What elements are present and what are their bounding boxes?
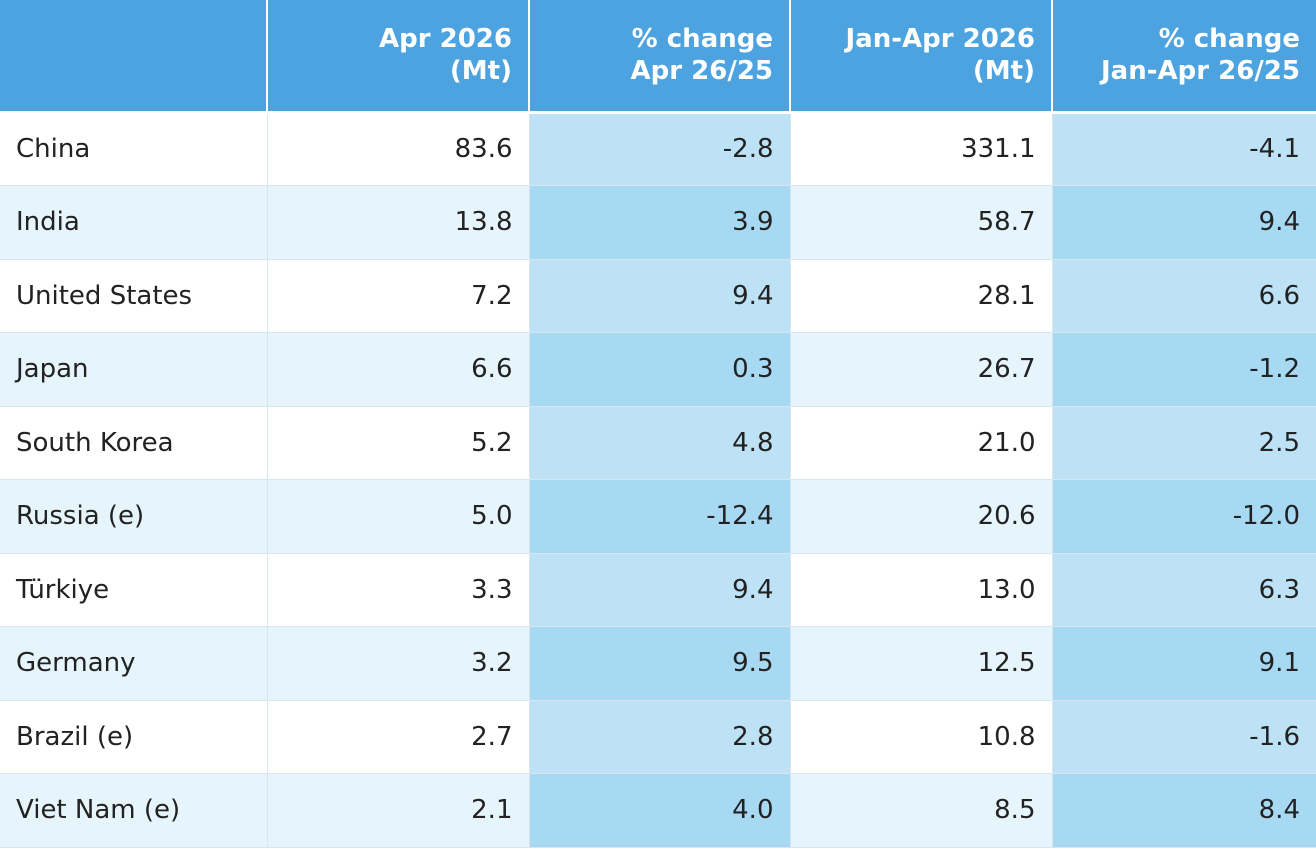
country-cell: Russia (e) bbox=[0, 479, 268, 554]
header-pct-change-apr-line2: Apr 26/25 bbox=[630, 56, 773, 87]
country-cell: Japan bbox=[0, 332, 268, 407]
jan-apr-2026-cell: 8.5 bbox=[790, 773, 1053, 848]
pct-change-apr-cell: 2.8 bbox=[529, 700, 791, 774]
pct-change-jan-apr-cell: -4.1 bbox=[1052, 112, 1316, 186]
apr-2026-cell: 3.3 bbox=[267, 553, 530, 627]
table-row: Viet Nam (e) 2.1 4.0 8.5 8.4 bbox=[0, 773, 1316, 848]
table-row: Brazil (e) 2.7 2.8 10.8 -1.6 bbox=[0, 700, 1316, 774]
table-row: Türkiye 3.3 9.4 13.0 6.3 bbox=[0, 553, 1316, 627]
pct-change-jan-apr-cell: 6.3 bbox=[1052, 553, 1316, 627]
apr-2026-cell: 3.2 bbox=[267, 626, 530, 701]
apr-2026-cell: 2.1 bbox=[267, 773, 530, 848]
jan-apr-2026-cell: 20.6 bbox=[790, 479, 1053, 554]
apr-2026-cell: 5.2 bbox=[267, 406, 530, 480]
apr-2026-cell: 83.6 bbox=[267, 112, 530, 186]
header-pct-change-apr-line1: % change bbox=[631, 24, 773, 55]
pct-change-apr-cell: 9.4 bbox=[529, 553, 791, 627]
country-cell: Germany bbox=[0, 626, 268, 701]
pct-change-apr-cell: -12.4 bbox=[529, 479, 791, 554]
table-row: South Korea 5.2 4.8 21.0 2.5 bbox=[0, 406, 1316, 480]
header-apr-2026: Apr 2026 (Mt) bbox=[267, 0, 530, 114]
pct-change-jan-apr-cell: 9.1 bbox=[1052, 626, 1316, 701]
header-apr-2026-line2: (Mt) bbox=[449, 56, 512, 87]
pct-change-jan-apr-cell: 8.4 bbox=[1052, 773, 1316, 848]
pct-change-jan-apr-cell: 6.6 bbox=[1052, 259, 1316, 333]
jan-apr-2026-cell: 331.1 bbox=[790, 112, 1053, 186]
header-pct-change-jan-apr-line2: Jan-Apr 26/25 bbox=[1101, 56, 1300, 87]
header-apr-2026-line1: Apr 2026 bbox=[379, 24, 512, 55]
pct-change-apr-cell: -2.8 bbox=[529, 112, 791, 186]
pct-change-apr-cell: 4.0 bbox=[529, 773, 791, 848]
table-row: Japan 6.6 0.3 26.7 -1.2 bbox=[0, 332, 1316, 407]
table-row: Russia (e) 5.0 -12.4 20.6 -12.0 bbox=[0, 479, 1316, 554]
country-cell: Türkiye bbox=[0, 553, 268, 627]
header-jan-apr-2026-line1: Jan-Apr 2026 bbox=[845, 24, 1036, 55]
pct-change-apr-cell: 4.8 bbox=[529, 406, 791, 480]
header-pct-change-jan-apr: % change Jan-Apr 26/25 bbox=[1052, 0, 1316, 114]
apr-2026-cell: 5.0 bbox=[267, 479, 530, 554]
jan-apr-2026-cell: 58.7 bbox=[790, 185, 1053, 260]
header-row: Apr 2026 (Mt) % change Apr 26/25 Jan-Apr… bbox=[0, 0, 1316, 114]
header-jan-apr-2026: Jan-Apr 2026 (Mt) bbox=[790, 0, 1053, 114]
pct-change-jan-apr-cell: -1.2 bbox=[1052, 332, 1316, 407]
pct-change-apr-cell: 9.4 bbox=[529, 259, 791, 333]
pct-change-jan-apr-cell: -1.6 bbox=[1052, 700, 1316, 774]
header-pct-change-jan-apr-line1: % change bbox=[1158, 24, 1300, 55]
apr-2026-cell: 7.2 bbox=[267, 259, 530, 333]
country-cell: Brazil (e) bbox=[0, 700, 268, 774]
table-row: Germany 3.2 9.5 12.5 9.1 bbox=[0, 626, 1316, 701]
jan-apr-2026-cell: 26.7 bbox=[790, 332, 1053, 407]
country-cell: United States bbox=[0, 259, 268, 333]
table-row: India 13.8 3.9 58.7 9.4 bbox=[0, 185, 1316, 260]
apr-2026-cell: 13.8 bbox=[267, 185, 530, 260]
pct-change-apr-cell: 3.9 bbox=[529, 185, 791, 260]
table-row: China 83.6 -2.8 331.1 -4.1 bbox=[0, 112, 1316, 186]
header-pct-change-apr: % change Apr 26/25 bbox=[529, 0, 791, 114]
apr-2026-cell: 2.7 bbox=[267, 700, 530, 774]
pct-change-jan-apr-cell: 2.5 bbox=[1052, 406, 1316, 480]
jan-apr-2026-cell: 21.0 bbox=[790, 406, 1053, 480]
country-cell: China bbox=[0, 112, 268, 186]
country-cell: India bbox=[0, 185, 268, 260]
country-cell: South Korea bbox=[0, 406, 268, 480]
jan-apr-2026-cell: 12.5 bbox=[790, 626, 1053, 701]
pct-change-apr-cell: 9.5 bbox=[529, 626, 791, 701]
country-cell: Viet Nam (e) bbox=[0, 773, 268, 848]
jan-apr-2026-cell: 28.1 bbox=[790, 259, 1053, 333]
jan-apr-2026-cell: 13.0 bbox=[790, 553, 1053, 627]
pct-change-jan-apr-cell: -12.0 bbox=[1052, 479, 1316, 554]
header-country bbox=[0, 0, 268, 114]
table-row: United States 7.2 9.4 28.1 6.6 bbox=[0, 259, 1316, 333]
apr-2026-cell: 6.6 bbox=[267, 332, 530, 407]
header-jan-apr-2026-line2: (Mt) bbox=[972, 56, 1035, 87]
pct-change-jan-apr-cell: 9.4 bbox=[1052, 185, 1316, 260]
jan-apr-2026-cell: 10.8 bbox=[790, 700, 1053, 774]
pct-change-apr-cell: 0.3 bbox=[529, 332, 791, 407]
